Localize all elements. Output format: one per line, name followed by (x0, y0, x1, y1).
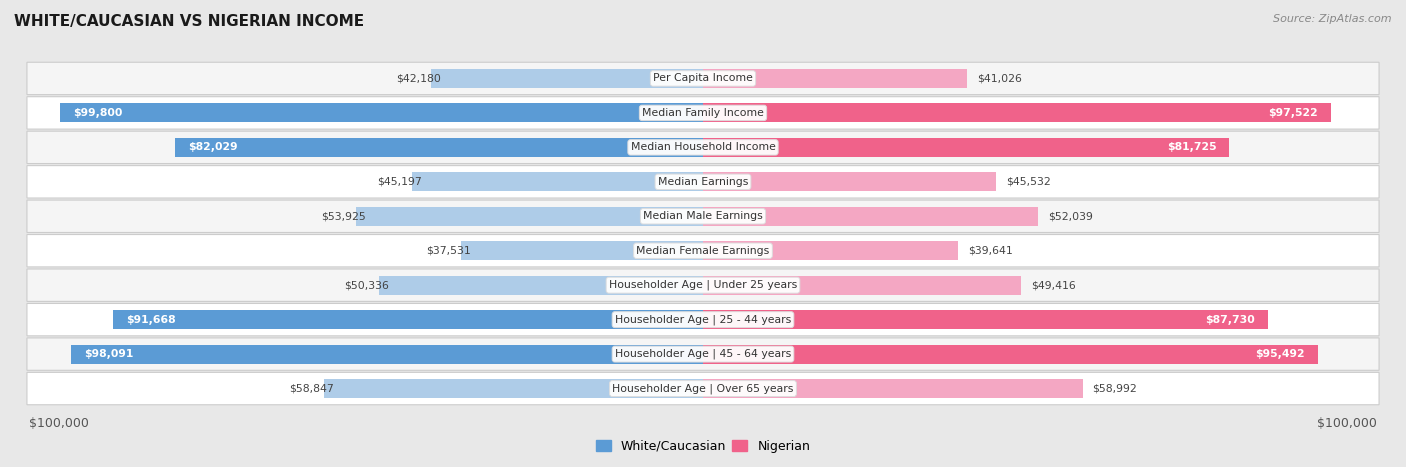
Text: Median Earnings: Median Earnings (658, 177, 748, 187)
Text: $58,847: $58,847 (290, 383, 333, 394)
Bar (356, 207, 703, 226)
Text: $41,026: $41,026 (977, 73, 1022, 84)
FancyBboxPatch shape (27, 200, 1379, 233)
FancyBboxPatch shape (27, 234, 1379, 267)
Text: $39,641: $39,641 (967, 246, 1012, 256)
Text: Householder Age | 45 - 64 years: Householder Age | 45 - 64 years (614, 349, 792, 359)
Text: WHITE/CAUCASIAN VS NIGERIAN INCOME: WHITE/CAUCASIAN VS NIGERIAN INCOME (14, 14, 364, 29)
Bar (112, 310, 703, 329)
Text: Median Household Income: Median Household Income (630, 142, 776, 152)
Text: $98,091: $98,091 (84, 349, 134, 359)
Text: $45,532: $45,532 (1005, 177, 1050, 187)
Text: Median Male Earnings: Median Male Earnings (643, 211, 763, 221)
Bar (703, 138, 1229, 157)
Bar (703, 69, 967, 88)
Bar (378, 276, 703, 295)
Text: Householder Age | Under 25 years: Householder Age | Under 25 years (609, 280, 797, 290)
Text: $45,197: $45,197 (377, 177, 422, 187)
Bar (703, 310, 1268, 329)
Text: $49,416: $49,416 (1031, 280, 1076, 290)
Text: $81,725: $81,725 (1167, 142, 1216, 152)
Bar (325, 379, 703, 398)
FancyBboxPatch shape (27, 62, 1379, 95)
Text: $37,531: $37,531 (426, 246, 471, 256)
Text: $82,029: $82,029 (188, 142, 238, 152)
Text: $50,336: $50,336 (343, 280, 388, 290)
Bar (60, 103, 703, 122)
FancyBboxPatch shape (27, 338, 1379, 370)
Text: $42,180: $42,180 (396, 73, 441, 84)
Text: Median Family Income: Median Family Income (643, 108, 763, 118)
Bar (703, 345, 1317, 364)
Text: $53,925: $53,925 (321, 211, 366, 221)
FancyBboxPatch shape (27, 131, 1379, 163)
Text: Per Capita Income: Per Capita Income (652, 73, 754, 84)
FancyBboxPatch shape (27, 372, 1379, 405)
FancyBboxPatch shape (27, 166, 1379, 198)
Bar (72, 345, 703, 364)
Text: $58,992: $58,992 (1092, 383, 1137, 394)
Text: $91,668: $91,668 (125, 315, 176, 325)
Bar (412, 172, 703, 191)
Bar (432, 69, 703, 88)
Text: Householder Age | 25 - 44 years: Householder Age | 25 - 44 years (614, 314, 792, 325)
Text: $97,522: $97,522 (1268, 108, 1317, 118)
Bar (703, 172, 997, 191)
Text: $87,730: $87,730 (1205, 315, 1256, 325)
Text: Median Female Earnings: Median Female Earnings (637, 246, 769, 256)
Legend: White/Caucasian, Nigerian: White/Caucasian, Nigerian (591, 435, 815, 458)
FancyBboxPatch shape (27, 304, 1379, 336)
Text: Source: ZipAtlas.com: Source: ZipAtlas.com (1274, 14, 1392, 24)
Bar (174, 138, 703, 157)
Text: $95,492: $95,492 (1256, 349, 1305, 359)
Bar (461, 241, 703, 260)
Text: $52,039: $52,039 (1047, 211, 1092, 221)
Bar (703, 103, 1331, 122)
FancyBboxPatch shape (27, 97, 1379, 129)
Bar (703, 276, 1021, 295)
Bar (703, 241, 959, 260)
Text: Householder Age | Over 65 years: Householder Age | Over 65 years (612, 383, 794, 394)
Bar (703, 207, 1038, 226)
Text: $99,800: $99,800 (73, 108, 122, 118)
Bar (703, 379, 1083, 398)
FancyBboxPatch shape (27, 269, 1379, 301)
